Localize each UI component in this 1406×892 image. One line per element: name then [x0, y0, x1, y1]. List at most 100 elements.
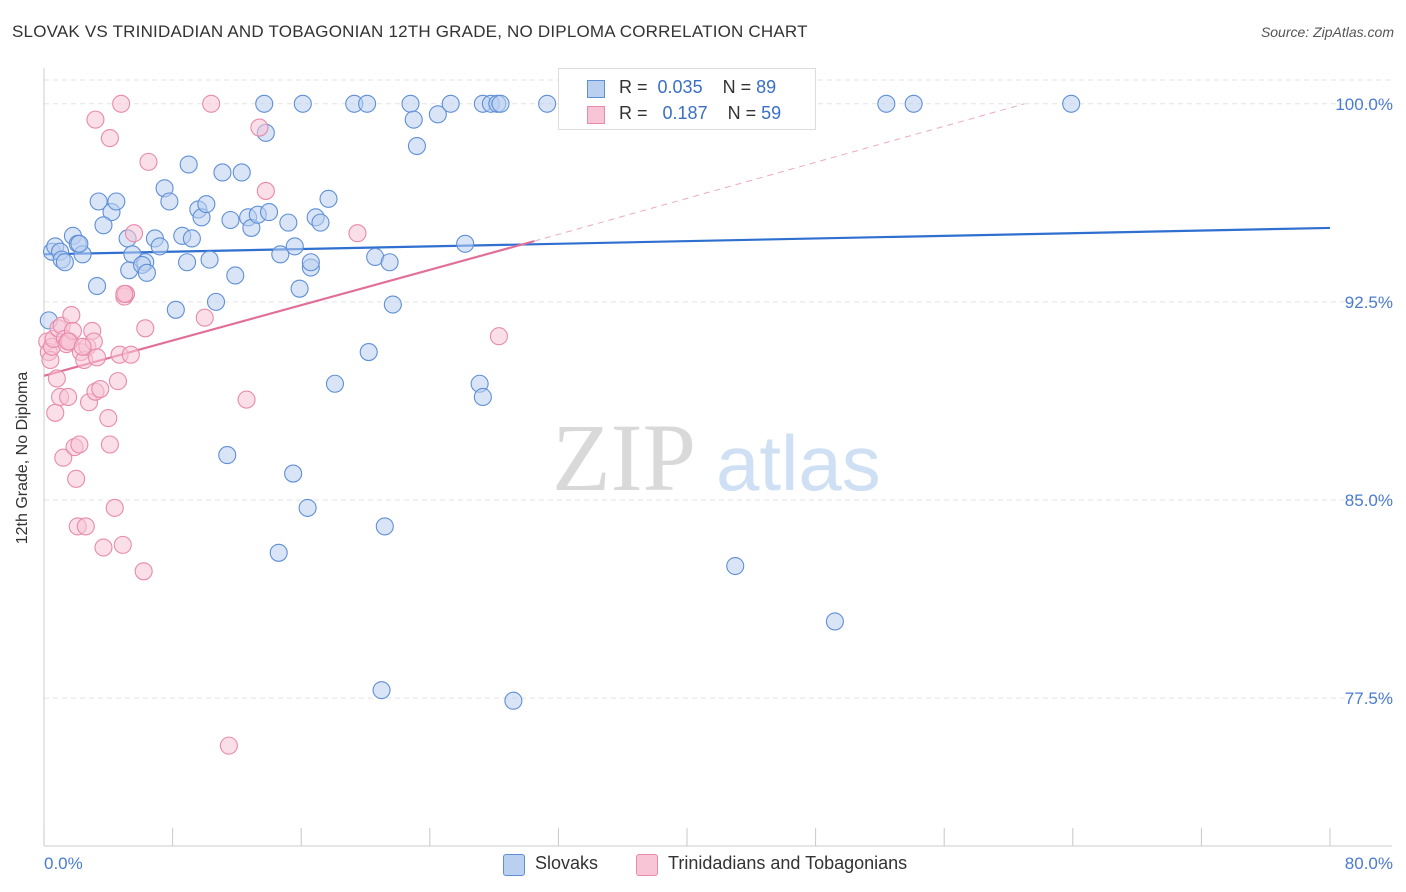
trinidadian-point [70, 435, 89, 454]
n-value: 89 [756, 77, 777, 97]
slovak-point [456, 234, 475, 253]
slovak-point [166, 300, 185, 319]
legend-label: Trinidadians and Tobagonians [668, 853, 908, 873]
trinidadian-point [250, 118, 269, 137]
y-tick-label: 92.5% [1345, 293, 1393, 312]
trinidadian-point [99, 409, 118, 428]
slovak-point [197, 195, 216, 214]
y-tick-label: 77.5% [1345, 689, 1393, 708]
slovak-point [1062, 94, 1081, 113]
slovak-point [70, 234, 89, 253]
trinidadian-point [115, 284, 134, 304]
n-value: 59 [761, 103, 782, 123]
slovak-point [428, 105, 447, 124]
r-value: 0.035 [657, 77, 703, 97]
trinidadian-point [46, 403, 65, 422]
axes [43, 68, 1392, 847]
legend-label: Slovaks [535, 853, 599, 873]
slovak-point [358, 94, 377, 113]
slovak-trend-line [43, 226, 1331, 256]
slovak-point [380, 253, 399, 272]
slovak-point [311, 213, 330, 232]
slovak-point [218, 446, 237, 465]
r-value: 0.187 [662, 103, 708, 123]
slovak-point [372, 681, 391, 700]
trinidadian-point [121, 345, 140, 364]
trinidadian-point [91, 379, 110, 399]
slovak-point [359, 343, 378, 362]
slovaks-legend-swatch [503, 854, 525, 876]
trinidadian-point [62, 306, 81, 325]
slovak-point [179, 155, 198, 174]
slovak-point [160, 192, 179, 211]
slovak-point [213, 163, 232, 182]
slovak-point [491, 94, 510, 113]
slovak-point [178, 253, 197, 272]
slovak-point [206, 292, 226, 311]
tick-labels: 77.5% 85.0% 92.5% 100.0% 0.0% 80.0% [44, 95, 1393, 873]
slovak-point [290, 279, 309, 298]
trinidadian-point [108, 372, 127, 391]
slovak-point [825, 612, 844, 631]
trinidadian-point [47, 369, 66, 388]
trinidadian-point [59, 387, 78, 407]
slovak-point [375, 517, 394, 536]
trinidadian-point [237, 390, 256, 409]
slovak-point [269, 543, 288, 562]
slovak-point [232, 163, 251, 182]
slovak-point [904, 94, 923, 113]
slovak-point [55, 253, 74, 272]
trinidadian-point [219, 736, 238, 755]
data-points [38, 94, 1081, 755]
chart-title: SLOVAK VS TRINIDADIAN AND TOBAGONIAN 12T… [12, 22, 808, 41]
slovak-point [319, 189, 338, 208]
r-label: R = [619, 77, 648, 97]
n-label: N = [722, 77, 752, 97]
x-tick-label: 0.0% [44, 854, 83, 873]
trinidadian-point [100, 129, 119, 148]
trend-extension [534, 103, 1025, 242]
watermark-zip: ZIP [552, 404, 696, 511]
trinidadian-point [54, 448, 73, 467]
slovak-point [301, 253, 320, 272]
trend-lines [43, 103, 1331, 377]
slovak-point [255, 94, 274, 113]
trinidadian-point [105, 498, 124, 517]
slovak-point [441, 94, 460, 113]
slovak-point [94, 216, 113, 235]
slovak-point [538, 94, 557, 113]
r-label: R = [619, 103, 648, 123]
trinidadian-point [100, 435, 119, 454]
slovak-point [221, 210, 240, 230]
slovak-point [182, 229, 201, 248]
slovak-point [383, 295, 402, 314]
slovak-point [407, 136, 426, 156]
trinidadian-point [124, 224, 144, 243]
slovak-point [404, 110, 423, 129]
slovak-point [401, 94, 420, 113]
trinidadian-point [112, 94, 131, 113]
x-tick-label: 80.0% [1345, 854, 1393, 873]
trinidadian-point [195, 308, 214, 327]
y-axis-label: 12th Grade, No Diploma [14, 371, 31, 545]
trinidadian-point [86, 110, 105, 129]
slovak-point [877, 94, 896, 113]
slovak-point [200, 250, 219, 269]
n-label: N = [727, 103, 757, 123]
slovak-point [726, 556, 745, 576]
trinidadian-point [139, 152, 158, 171]
slovak-point [137, 263, 156, 282]
slovak-point [271, 245, 290, 264]
trinidadian-point [87, 348, 107, 367]
slovak-point [150, 237, 169, 256]
slovak-point [279, 213, 298, 232]
slovak-point [226, 266, 245, 285]
trinidadian-point [67, 469, 86, 488]
watermark: ZIP atlas [552, 404, 881, 511]
trinidadian-point [136, 319, 155, 338]
trinidadian-point [202, 94, 221, 113]
trinidadian-point [76, 517, 95, 536]
y-tick-label: 85.0% [1345, 491, 1393, 510]
trinidadians-legend-swatch [636, 854, 658, 876]
